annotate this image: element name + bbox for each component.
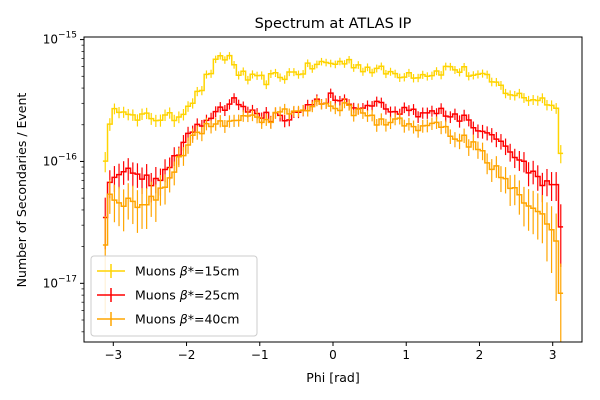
- plot-area: [102, 52, 564, 342]
- y-axis-label: Number of Secondaries / Event: [14, 93, 29, 288]
- x-axis-label: Phi [rad]: [306, 370, 359, 385]
- series-3: [102, 96, 564, 342]
- legend-label: Muons β*=25cm: [135, 288, 239, 303]
- chart-title: Spectrum at ATLAS IP: [255, 16, 412, 32]
- x-tick-label: −3: [104, 348, 122, 362]
- x-tick-label: 2: [476, 348, 484, 362]
- y-tick-label: 10−15: [43, 31, 77, 47]
- x-tick-label: 3: [549, 348, 557, 362]
- x-axis-ticks: −3 −2 −1 0 1 2 3: [104, 342, 557, 362]
- histogram-step: [102, 92, 564, 228]
- legend-entry-3: Muons β*=40cm: [97, 312, 239, 327]
- series-1: [102, 52, 564, 173]
- legend-entry-2: Muons β*=25cm: [97, 288, 239, 303]
- histogram-step: [102, 100, 564, 294]
- x-tick-label: 1: [402, 348, 410, 362]
- legend-box: [90, 255, 258, 337]
- y-tick-label: 10−16: [43, 152, 78, 168]
- legend: Muons β*=15cm Muons β*=25cm Muons β*=40cm: [90, 255, 258, 337]
- histogram-step: [102, 54, 564, 162]
- y-axis-ticks: 10−17 10−16 10−15: [43, 31, 84, 333]
- legend-entry-1: Muons β*=15cm: [97, 264, 239, 279]
- x-tick-label: −1: [251, 348, 269, 362]
- legend-label: Muons β*=40cm: [135, 312, 239, 327]
- legend-label: Muons β*=15cm: [135, 264, 239, 279]
- x-tick-label: 0: [329, 348, 337, 362]
- y-tick-label: 10−17: [43, 274, 77, 290]
- x-tick-label: −2: [178, 348, 196, 362]
